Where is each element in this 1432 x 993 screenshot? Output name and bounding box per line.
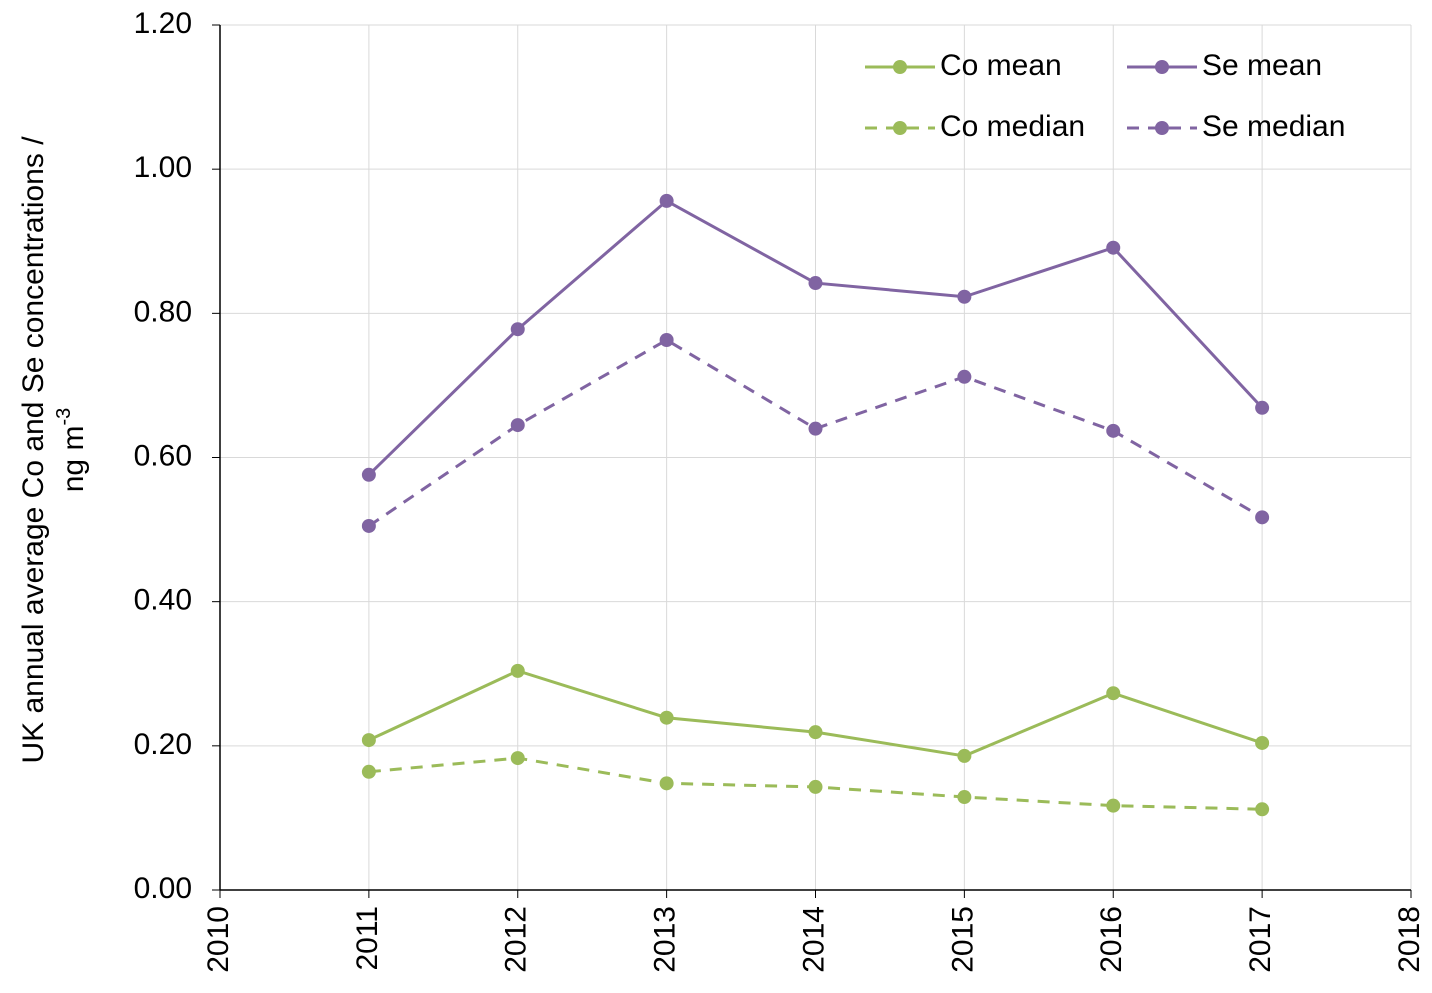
data-point	[659, 333, 674, 348]
data-point	[1106, 798, 1121, 813]
legend-marker	[893, 121, 907, 135]
legend-marker	[1155, 121, 1169, 135]
data-point	[510, 751, 525, 766]
data-point	[510, 418, 525, 433]
data-point	[957, 748, 972, 763]
x-tick-label: 2013	[649, 906, 682, 973]
y-tick-label: 0.60	[134, 439, 192, 472]
data-point	[808, 276, 823, 291]
data-point	[1106, 423, 1121, 438]
data-point	[510, 322, 525, 337]
unit: ng m	[57, 426, 90, 493]
x-tick-label: 2016	[1095, 906, 1128, 973]
legend-label: Co median	[940, 110, 1085, 143]
data-point	[808, 779, 823, 794]
data-point	[361, 518, 376, 533]
legend-marker	[893, 60, 907, 74]
data-point	[510, 663, 525, 678]
y-tick-label: 0.00	[134, 872, 192, 905]
y-axis-title-line: ng m-3	[53, 408, 90, 493]
legend-marker	[1155, 60, 1169, 74]
data-point	[1106, 686, 1121, 701]
data-point	[659, 710, 674, 725]
data-point	[361, 467, 376, 482]
unit-superscript: -3	[53, 408, 75, 426]
data-point	[957, 790, 972, 805]
data-point	[659, 776, 674, 791]
data-point	[659, 193, 674, 208]
data-point	[361, 733, 376, 748]
x-tick-label: 2011	[351, 906, 384, 971]
data-point	[957, 369, 972, 384]
x-tick-label: 2017	[1244, 906, 1277, 973]
y-axis-title-line: UK annual average Co and Se concentratio…	[17, 136, 50, 764]
x-tick-label: 2010	[202, 906, 235, 973]
x-tick-label: 2014	[797, 906, 830, 973]
data-point	[361, 764, 376, 779]
y-tick-label: 1.20	[134, 7, 192, 40]
y-axis-title: UK annual average Co and Se concentratio…	[17, 136, 50, 764]
y-tick-label: 1.00	[134, 151, 192, 184]
data-point	[1255, 802, 1270, 817]
legend-label: Se median	[1202, 110, 1345, 143]
x-tick-label: 2018	[1393, 906, 1426, 973]
data-point	[1255, 735, 1270, 750]
y-tick-label: 0.80	[134, 295, 192, 328]
data-point	[1255, 400, 1270, 415]
y-tick-label: 0.40	[134, 584, 192, 617]
y-axis-title-2: ng m-3	[53, 408, 90, 493]
y-tick-label: 0.20	[134, 728, 192, 761]
legend-label: Co mean	[940, 49, 1062, 82]
data-point	[1255, 510, 1270, 525]
data-point	[957, 289, 972, 304]
data-point	[808, 421, 823, 436]
x-tick-label: 2015	[946, 906, 979, 973]
legend-label: Se mean	[1202, 49, 1322, 82]
data-point	[1106, 240, 1121, 255]
data-point	[808, 725, 823, 740]
x-tick-label: 2012	[500, 906, 533, 973]
